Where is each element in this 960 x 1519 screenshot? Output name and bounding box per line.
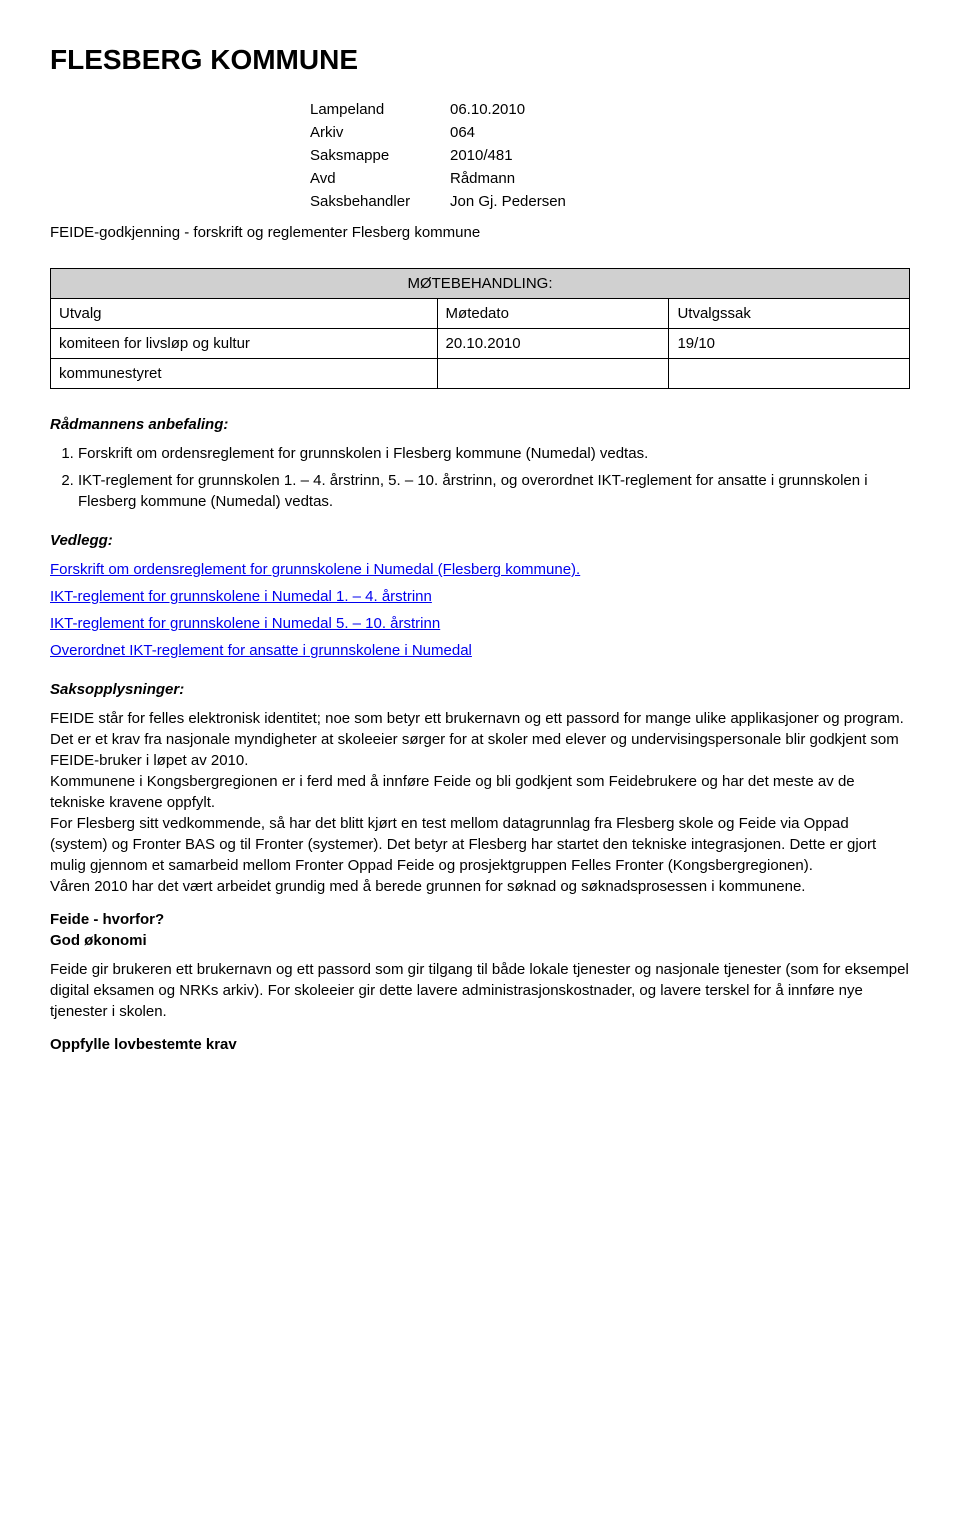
meta-value: 064 [450,122,910,143]
mote-col-date: Møtedato [437,299,669,329]
mote-header: MØTEBEHANDLING: [51,269,910,299]
text: FEIDE står for felles elektronisk identi… [50,710,904,727]
meta-value: Jon Gj. Pedersen [450,191,910,212]
table-row: komiteen for livsløp og kultur 20.10.201… [51,329,910,359]
cell-sak [669,359,910,389]
god-okonomi-heading: God økonomi [50,930,910,951]
vedlegg-link[interactable]: IKT-reglement for grunnskolene i Numedal… [50,586,910,607]
meta-row: Lampeland 06.10.2010 [310,99,910,120]
meta-label: Saksbehandler [310,191,450,212]
meta-row: Saksmappe 2010/481 [310,145,910,166]
meta-value: Rådmann [450,168,910,189]
feide-hvorfor-heading: Feide - hvorfor? [50,909,910,930]
cell-utvalg: komiteen for livsløp og kultur [51,329,438,359]
meta-block: Lampeland 06.10.2010 Arkiv 064 Saksmappe… [310,99,910,212]
vedlegg-link[interactable]: IKT-reglement for grunnskolene i Numedal… [50,613,910,634]
meta-label: Arkiv [310,122,450,143]
meta-row: Arkiv 064 [310,122,910,143]
anbefaling-heading: Rådmannens anbefaling: [50,414,910,435]
oppfylle-heading: Oppfylle lovbestemte krav [50,1034,910,1055]
meta-value: 06.10.2010 [450,99,910,120]
cell-utvalg: kommunestyret [51,359,438,389]
meta-value: 2010/481 [450,145,910,166]
cell-dato [437,359,669,389]
cell-dato: 20.10.2010 [437,329,669,359]
saksopp-heading: Saksopplysninger: [50,679,910,700]
vedlegg-heading: Vedlegg: [50,530,910,551]
mote-table: MØTEBEHANDLING: Utvalg Møtedato Utvalgss… [50,268,910,389]
text: For Flesberg sitt vedkommende, så har de… [50,815,876,874]
meta-label: Saksmappe [310,145,450,166]
paragraph: Feide gir brukeren ett brukernavn og ett… [50,959,910,1022]
cell-sak: 19/10 [669,329,910,359]
document-title: FLESBERG KOMMUNE [50,40,910,79]
meta-row: Avd Rådmann [310,168,910,189]
vedlegg-link[interactable]: Forskrift om ordensreglement for grunnsk… [50,559,910,580]
list-item: Forskrift om ordensreglement for grunnsk… [78,443,910,464]
table-row: kommunestyret [51,359,910,389]
mote-col-utvalg: Utvalg [51,299,438,329]
text: Kommunene i Kongsbergregionen er i ferd … [50,773,855,811]
vedlegg-link[interactable]: Overordnet IKT-reglement for ansatte i g… [50,640,910,661]
list-item: IKT-reglement for grunnskolen 1. – 4. år… [78,470,910,512]
document-subtitle: FEIDE-godkjenning - forskrift og regleme… [50,222,910,243]
mote-col-sak: Utvalgssak [669,299,910,329]
text: Det er et krav fra nasjonale myndigheter… [50,731,899,769]
text: Våren 2010 har det vært arbeidet grundig… [50,878,805,895]
meta-row: Saksbehandler Jon Gj. Pedersen [310,191,910,212]
meta-label: Avd [310,168,450,189]
meta-label: Lampeland [310,99,450,120]
anbefaling-list: Forskrift om ordensreglement for grunnsk… [50,443,910,512]
paragraph: FEIDE står for felles elektronisk identi… [50,708,910,897]
